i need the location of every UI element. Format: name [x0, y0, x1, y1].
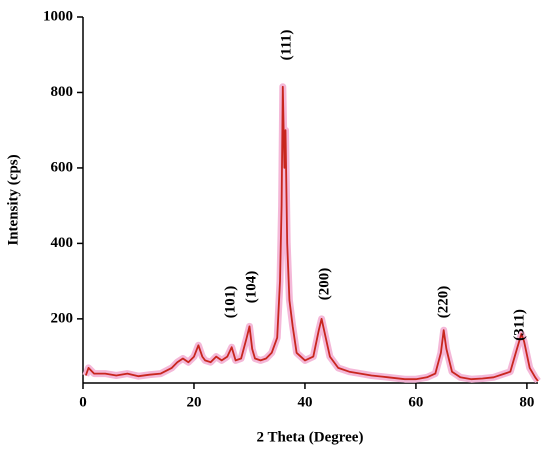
peak-annotation: (220): [435, 286, 451, 319]
peak-annotation: (111): [278, 30, 294, 61]
y-tick-label: 600: [51, 159, 74, 175]
y-tick-label: 400: [51, 235, 74, 251]
peak-annotation: (101): [222, 286, 238, 319]
y-tick-label: 200: [51, 310, 74, 326]
y-tick-label: 800: [51, 84, 74, 100]
peak-annotation: (200): [316, 268, 332, 301]
x-tick-label: 40: [297, 394, 312, 410]
y-axis-label: Intensity (cps): [5, 154, 21, 245]
x-tick-label: 80: [519, 394, 534, 410]
x-tick-label: 0: [79, 394, 87, 410]
line: [84, 85, 539, 382]
x-tick-label: 20: [186, 394, 201, 410]
line-halo: [82, 83, 541, 384]
peak-annotation: (104): [243, 271, 259, 304]
y-tick-label: 1000: [43, 8, 73, 24]
x-tick-label: 60: [408, 394, 423, 410]
x-axis-label: 2 Theta (Degree): [257, 429, 364, 445]
peak-annotation: (311): [511, 309, 527, 341]
